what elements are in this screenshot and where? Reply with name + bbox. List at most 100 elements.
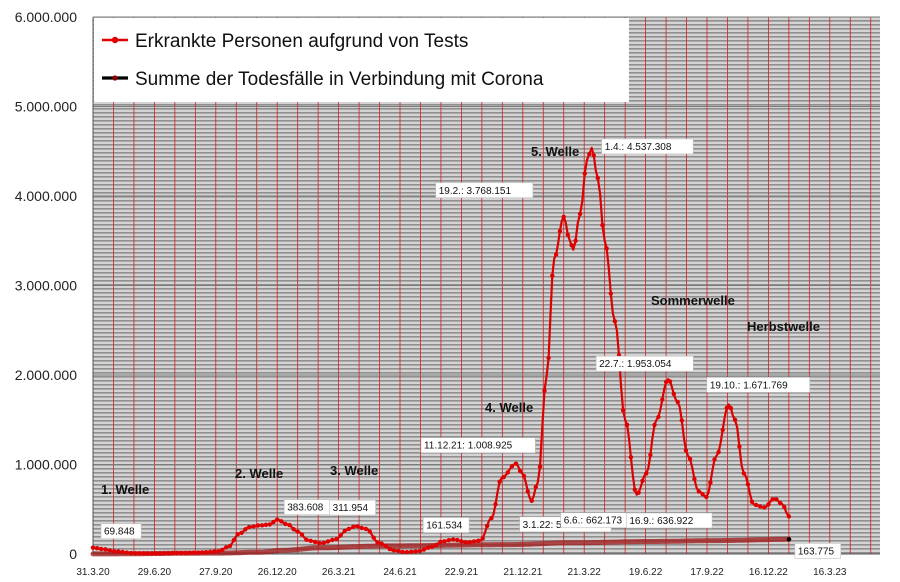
- series-cases-point: [195, 550, 201, 555]
- series-cases-point: [227, 543, 233, 549]
- series-cases-point: [359, 525, 364, 531]
- series-cases-point: [429, 544, 435, 549]
- series-cases-point: [438, 539, 443, 545]
- y-tick-label: 4.000.000: [15, 188, 77, 204]
- annotation-box: [706, 377, 811, 393]
- series-cases-point: [116, 549, 121, 554]
- wave-label: 5. Welle: [531, 144, 579, 159]
- series-cases-point: [679, 418, 684, 423]
- x-tick-label: 17.9.22: [690, 567, 724, 578]
- series-cases-point: [529, 498, 534, 503]
- series-cases-point: [704, 494, 709, 500]
- series-cases-point: [782, 504, 787, 510]
- annotation-box: [420, 437, 536, 454]
- series-cases-point: [628, 455, 634, 460]
- series-cases-point: [103, 547, 108, 552]
- series-cases-point: [708, 480, 713, 485]
- series-cases-point: [400, 549, 405, 555]
- series-cases-point: [573, 238, 578, 243]
- annotation-box: [794, 543, 842, 559]
- series-cases-point: [521, 473, 527, 479]
- series-cases-point: [644, 471, 649, 476]
- series-cases-point: [476, 538, 481, 543]
- series-cases-point: [251, 524, 256, 529]
- x-tick-label: 27.9.20: [199, 567, 233, 578]
- series-cases-point: [421, 547, 427, 552]
- x-tick-label: 21.12.21: [503, 567, 542, 578]
- series-cases-point: [737, 444, 742, 449]
- series-cases-point: [124, 550, 129, 555]
- series-cases-point: [459, 539, 464, 544]
- annotation-box: [626, 512, 713, 529]
- wave-label: 2. Welle: [235, 466, 283, 481]
- y-tick-label: 2.000.000: [15, 367, 77, 383]
- series-cases-point: [330, 537, 335, 543]
- series-cases-point: [383, 543, 388, 549]
- series-cases-point: [94, 546, 100, 551]
- series-cases-point: [577, 211, 583, 217]
- series-cases-point: [239, 530, 244, 535]
- y-tick-label: 0: [69, 546, 77, 562]
- series-cases-point: [387, 546, 392, 552]
- series-cases-point: [283, 521, 288, 527]
- wave-label: 1. Welle: [101, 482, 149, 497]
- series-cases-point: [446, 538, 451, 543]
- wave-label: Sommerwelle: [651, 293, 735, 308]
- series-cases-point: [595, 175, 600, 181]
- series-cases-point: [183, 550, 188, 556]
- legend-label-deaths: Summe der Todesfälle in Verbindung mit C…: [135, 69, 544, 90]
- series-cases-point: [542, 388, 547, 393]
- series-cases-point: [321, 540, 326, 546]
- series-cases-point: [317, 540, 322, 546]
- series-cases-point: [191, 550, 196, 555]
- series-cases-point: [671, 391, 676, 397]
- series-cases-point: [687, 456, 693, 462]
- x-tick-label: 22.9.21: [445, 567, 479, 578]
- series-cases-point: [355, 524, 360, 529]
- annotation-label: 3.1.22: 593.929: [523, 520, 593, 531]
- series-cases-point: [484, 523, 490, 529]
- annotation-label: 163.775: [798, 546, 835, 557]
- annotation-label: 1.4.: 4.537.308: [605, 142, 672, 153]
- annotation-box: [329, 499, 376, 516]
- series-cases-point: [778, 500, 783, 506]
- series-cases-point: [235, 532, 240, 537]
- series-cases-point: [275, 517, 280, 522]
- series-cases-point: [640, 478, 645, 483]
- series-cases-point: [367, 529, 372, 534]
- series-cases-point: [667, 379, 673, 384]
- series-cases-point: [162, 551, 167, 556]
- wave-label: 3. Welle: [330, 463, 378, 478]
- series-cases-point: [724, 405, 729, 410]
- series-cases-point: [608, 291, 613, 296]
- series-cases-point: [204, 550, 209, 555]
- series-cases-point: [170, 550, 175, 556]
- y-tick-label: 5.000.000: [15, 99, 77, 115]
- series-cases-point: [537, 464, 543, 469]
- annotation-label: 19.10.: 1.671.769: [710, 380, 788, 391]
- series-cases-point: [696, 489, 701, 494]
- series-cases-point: [379, 541, 384, 546]
- series-cases-point: [212, 549, 217, 554]
- series-cases-point: [636, 490, 641, 495]
- series-cases-point: [153, 551, 158, 556]
- y-tick-label: 1.000.000: [15, 457, 77, 473]
- series-cases-point: [471, 539, 477, 544]
- series-cases-point: [565, 232, 570, 237]
- series-cases-point: [467, 540, 472, 545]
- series-cases-point: [338, 533, 343, 538]
- series-cases-point: [700, 492, 705, 497]
- annotation-box: [601, 138, 694, 155]
- annotation-box: [100, 523, 142, 540]
- series-cases-point: [107, 548, 113, 553]
- series-cases-point: [728, 406, 734, 411]
- legend-marker-deaths: [112, 75, 118, 81]
- series-cases-point: [712, 457, 717, 462]
- series-cases-point: [766, 502, 771, 507]
- series-cases-point: [396, 548, 401, 554]
- series-cases-point: [652, 422, 657, 428]
- series-cases-point: [604, 246, 609, 251]
- series-cases-point: [489, 516, 494, 521]
- series-cases-point: [550, 273, 555, 278]
